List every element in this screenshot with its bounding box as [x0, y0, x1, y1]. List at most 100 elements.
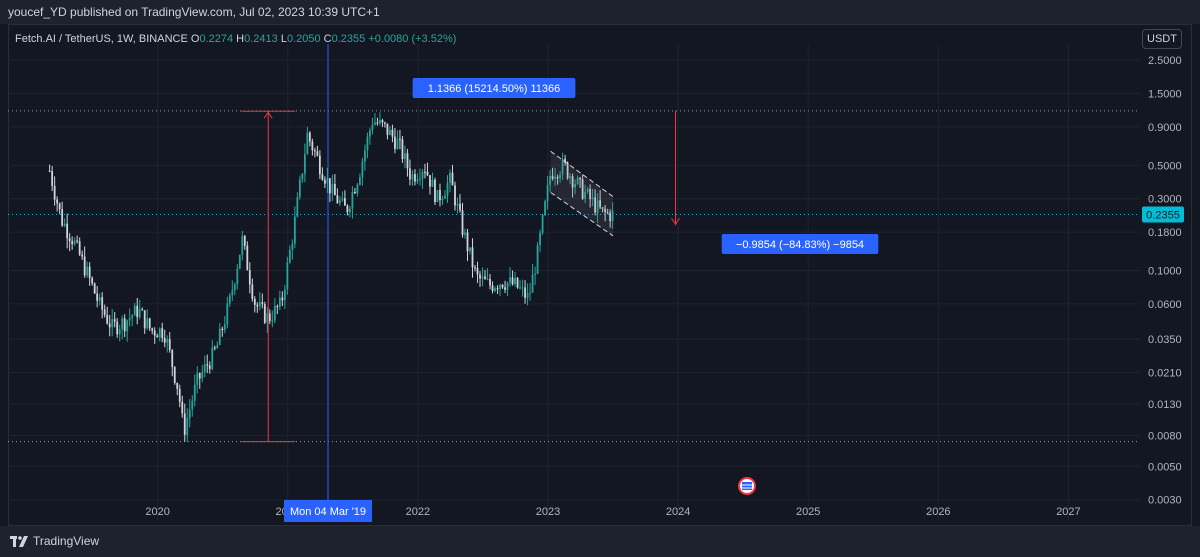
- candle-body: [176, 382, 179, 389]
- x-tick-label: 2022: [406, 506, 430, 518]
- candle-body: [589, 189, 592, 200]
- candle-body: [306, 132, 309, 155]
- candle-body: [431, 179, 434, 187]
- candle-body: [83, 256, 86, 276]
- y-tick-label: 0.0600: [1148, 299, 1182, 311]
- candle-body: [178, 388, 181, 402]
- candle-body: [446, 182, 449, 196]
- candle-body: [351, 192, 354, 209]
- candle-body: [56, 199, 59, 204]
- candle-body: [86, 266, 89, 276]
- candle-body: [288, 249, 291, 263]
- candle-body: [218, 328, 221, 345]
- candle-body: [366, 136, 369, 151]
- candle-body: [156, 335, 159, 338]
- candle-body: [536, 245, 539, 274]
- candle-body: [501, 284, 504, 288]
- candle-body: [539, 232, 541, 246]
- candle-body: [121, 318, 124, 330]
- candle-body: [506, 282, 509, 290]
- candle-body: [354, 192, 356, 194]
- candle-body: [113, 319, 116, 322]
- candle-body: [494, 288, 496, 291]
- candle-body: [499, 284, 501, 290]
- header-bar: [0, 0, 1200, 24]
- candle-body: [609, 212, 612, 222]
- candle-body: [208, 365, 211, 369]
- candle-body: [439, 190, 441, 201]
- candle-body: [491, 285, 494, 291]
- channel-lower-line: [550, 192, 614, 237]
- candle-body: [394, 136, 396, 149]
- candle-body: [278, 297, 281, 307]
- measure-down-label-bg: [721, 234, 879, 254]
- candle-body: [256, 304, 259, 307]
- low-value: 0.2050: [286, 33, 321, 45]
- candle-body: [379, 119, 381, 124]
- currency-selector[interactable]: USDT: [1142, 29, 1182, 49]
- candle-body: [569, 176, 571, 179]
- candle-body: [71, 241, 74, 245]
- candle-body: [298, 179, 301, 198]
- chart-frame[interactable]: [8, 24, 1192, 526]
- candle-body: [406, 153, 409, 169]
- candle-body: [126, 320, 129, 332]
- candle-body: [461, 210, 464, 235]
- candles: [48, 112, 614, 442]
- candle-body: [101, 297, 104, 310]
- candle-body: [519, 287, 521, 289]
- candle-body: [444, 195, 446, 199]
- candle-body: [261, 302, 264, 305]
- candle-body: [556, 176, 559, 179]
- candle-body: [356, 184, 359, 194]
- candle-body: [73, 240, 76, 245]
- candle-body: [566, 162, 569, 179]
- candle-body: [401, 139, 404, 160]
- low-label: L: [280, 33, 287, 45]
- candle-body: [243, 236, 246, 246]
- candle-body: [374, 122, 376, 125]
- y-tick-label: 0.0350: [1148, 334, 1182, 346]
- candle-body: [396, 138, 399, 149]
- y-tick-label: 0.0210: [1148, 368, 1182, 380]
- brand-name: TradingView: [33, 534, 100, 548]
- candle-body: [426, 171, 429, 176]
- candle-body: [301, 173, 304, 180]
- candle-body: [53, 185, 56, 200]
- candle-body: [386, 123, 389, 135]
- candle-body: [141, 309, 144, 311]
- candle-body: [346, 205, 349, 213]
- candle-body: [546, 184, 549, 202]
- candle-body: [604, 208, 607, 213]
- us-flag-event-icon[interactable]: [738, 477, 756, 495]
- candle-body: [323, 179, 326, 184]
- candle-body: [441, 198, 444, 201]
- candle-body: [574, 183, 577, 188]
- candle-body: [409, 168, 411, 180]
- publisher-info: youcef_YD published on TradingView.com, …: [8, 5, 380, 19]
- candle-body: [326, 178, 329, 184]
- footer-bar: [0, 526, 1200, 557]
- candle-body: [596, 200, 599, 213]
- candle-body: [486, 278, 489, 280]
- candle-body: [233, 284, 236, 291]
- candle-body: [183, 413, 186, 435]
- candle-body: [226, 303, 229, 325]
- candle-body: [594, 197, 597, 213]
- candle-body: [376, 122, 379, 124]
- crosshair-date-text: Mon 04 Mar '19: [290, 506, 366, 518]
- brand[interactable]: TradingView: [10, 534, 99, 548]
- candle-body: [584, 191, 587, 199]
- y-tick-label: 0.9000: [1148, 122, 1182, 134]
- candle-body: [286, 262, 289, 290]
- y-tick-label: 0.0080: [1148, 431, 1182, 443]
- candle-body: [524, 287, 526, 298]
- symbol-legend: Fetch.AI / TetherUS, 1W, BINANCE O0.2274…: [15, 33, 456, 45]
- candle-body: [454, 185, 456, 206]
- candle-body: [63, 223, 66, 226]
- candle-body: [123, 318, 126, 332]
- grid: [8, 44, 1140, 520]
- candle-body: [131, 315, 134, 318]
- candle-body: [384, 122, 386, 124]
